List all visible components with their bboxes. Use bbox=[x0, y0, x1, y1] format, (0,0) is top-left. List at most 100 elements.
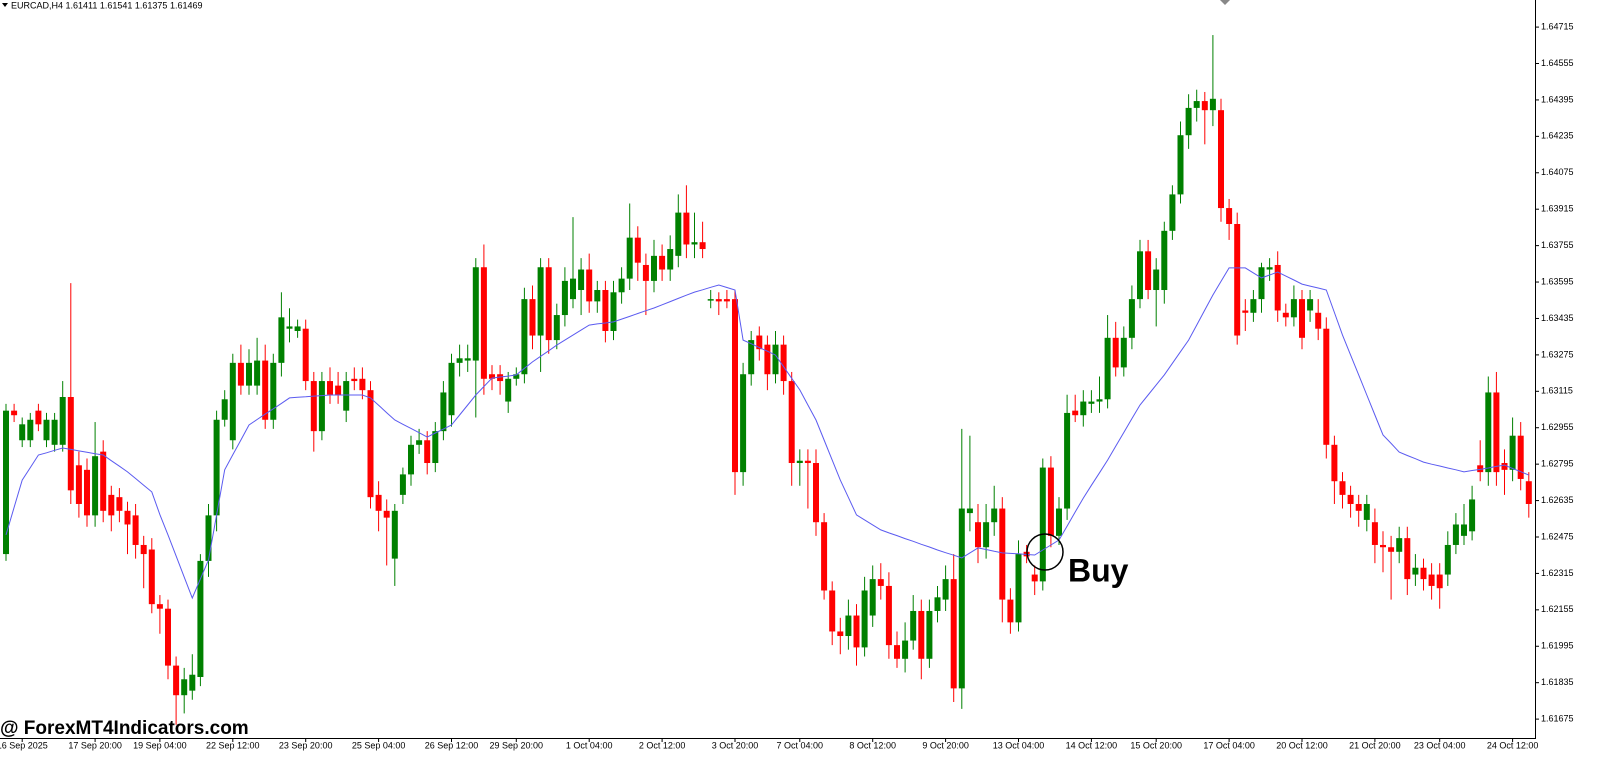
candle-body bbox=[1226, 208, 1233, 224]
candle-body bbox=[1517, 435, 1524, 479]
candle-body bbox=[561, 280, 568, 316]
y-tick-label: 1.63595 bbox=[1541, 276, 1574, 286]
x-tick-label: 24 Oct 12:00 bbox=[1487, 740, 1539, 750]
candle-body bbox=[683, 212, 690, 245]
candle-body bbox=[813, 463, 819, 523]
candle-body bbox=[246, 362, 252, 386]
candle-body bbox=[1169, 194, 1176, 231]
candle-body bbox=[1436, 574, 1443, 589]
signal-circle bbox=[1026, 533, 1064, 571]
x-tick-label: 2 Oct 12:00 bbox=[639, 740, 686, 750]
candle-body bbox=[229, 362, 236, 441]
candle-body bbox=[1007, 599, 1014, 623]
candle-body bbox=[1137, 251, 1143, 300]
candle-body bbox=[327, 381, 333, 395]
candle-body bbox=[1501, 463, 1508, 470]
candle-body bbox=[35, 410, 42, 425]
candle-body bbox=[432, 431, 439, 464]
x-tick-label: 26 Sep 12:00 bbox=[425, 740, 479, 750]
candle-body bbox=[1371, 522, 1378, 545]
y-tick-label: 1.63915 bbox=[1541, 204, 1574, 214]
candle-body bbox=[424, 440, 431, 464]
candle-body bbox=[497, 374, 504, 382]
candle-body bbox=[270, 362, 277, 420]
candle-body bbox=[853, 615, 860, 648]
x-tick-label: 9 Oct 20:00 bbox=[922, 740, 969, 750]
candle-body bbox=[1485, 392, 1492, 473]
watermark: @ ForexMT4Indicators.com bbox=[0, 718, 249, 739]
candle-body bbox=[399, 474, 406, 495]
candle-body bbox=[1315, 312, 1322, 329]
candle-body bbox=[1347, 494, 1354, 504]
x-tick-label: 1 Oct 04:00 bbox=[566, 740, 613, 750]
symbol-menu-icon[interactable] bbox=[2, 3, 8, 7]
y-tick-label: 1.62635 bbox=[1541, 495, 1574, 505]
candle-body bbox=[942, 579, 949, 600]
candle-body bbox=[213, 419, 220, 516]
y-tick-label: 1.62315 bbox=[1541, 568, 1574, 578]
y-tick-label: 1.61995 bbox=[1541, 641, 1574, 651]
candle-body bbox=[489, 374, 495, 379]
candle-body bbox=[537, 267, 544, 336]
candle-body bbox=[699, 242, 706, 250]
x-tick-label: 20 Oct 12:00 bbox=[1276, 740, 1328, 750]
candle-body bbox=[651, 255, 657, 281]
candle-body bbox=[278, 317, 285, 363]
candle-body bbox=[958, 508, 965, 689]
candle-body bbox=[1282, 312, 1289, 318]
candle-body bbox=[861, 590, 868, 648]
x-tick-label: 7 Oct 04:00 bbox=[777, 740, 824, 750]
candle-body bbox=[991, 508, 998, 523]
candle-body bbox=[1299, 299, 1305, 338]
candle-body bbox=[748, 340, 755, 375]
candle-body bbox=[1088, 401, 1095, 404]
candle-body bbox=[375, 494, 382, 511]
candle-body bbox=[1153, 269, 1160, 291]
candle-body bbox=[756, 335, 763, 350]
candle-body bbox=[1047, 467, 1054, 536]
candle-body bbox=[723, 299, 730, 302]
candle-body bbox=[869, 579, 876, 616]
candle-body bbox=[513, 374, 520, 379]
candle-body bbox=[367, 390, 374, 498]
candle-body bbox=[1209, 98, 1216, 111]
candle-body bbox=[1112, 337, 1119, 368]
x-tick-label: 16 Sep 2025 bbox=[0, 740, 48, 750]
candle-body bbox=[764, 344, 771, 375]
candle-body bbox=[618, 278, 625, 293]
candle-body bbox=[1404, 538, 1411, 580]
y-tick-label: 1.63275 bbox=[1541, 349, 1574, 359]
x-tick-label: 25 Sep 04:00 bbox=[352, 740, 406, 750]
candle-body bbox=[634, 237, 641, 263]
candle-body bbox=[383, 510, 390, 518]
candle-body bbox=[148, 549, 155, 605]
y-tick-label: 1.63115 bbox=[1541, 386, 1573, 396]
candle-body bbox=[456, 358, 463, 363]
candle-body bbox=[902, 640, 909, 659]
candle-body bbox=[926, 610, 933, 659]
candle-body bbox=[197, 560, 204, 677]
candle-body bbox=[626, 237, 633, 279]
candle-body bbox=[1380, 544, 1386, 548]
candle-body bbox=[1355, 503, 1362, 511]
candle-body bbox=[318, 381, 325, 432]
candle-body bbox=[578, 269, 585, 291]
plot-area bbox=[3, 35, 1532, 725]
candle-body bbox=[1420, 567, 1427, 580]
candle-body bbox=[3, 410, 9, 555]
candle-body bbox=[205, 515, 212, 561]
candle-body bbox=[1250, 299, 1257, 313]
candle-body bbox=[1015, 554, 1022, 623]
x-tick-label: 19 Sep 04:00 bbox=[133, 740, 187, 750]
candle-body bbox=[1452, 524, 1459, 545]
candle-body bbox=[732, 299, 738, 473]
candle-body bbox=[302, 328, 309, 382]
candle-body bbox=[254, 360, 261, 386]
candle-body bbox=[480, 267, 487, 379]
shift-marker bbox=[1220, 0, 1230, 5]
candle-body bbox=[715, 299, 722, 302]
candle-body bbox=[707, 299, 714, 301]
y-tick-label: 1.62955 bbox=[1541, 422, 1574, 432]
x-tick-label: 15 Oct 20:00 bbox=[1130, 740, 1182, 750]
candle-body bbox=[181, 679, 188, 696]
